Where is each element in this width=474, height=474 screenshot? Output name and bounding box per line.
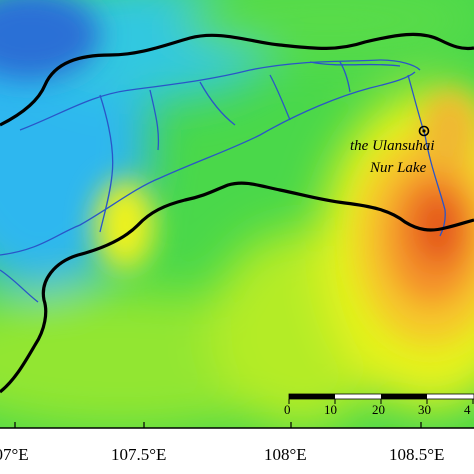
lake-label-line2: Nur Lake [369,160,427,176]
district-boundary-south [0,181,474,394]
scale-label-30: 30 [418,402,431,417]
river-branch-3 [199,81,236,126]
x-tick-108: 108°E [264,445,307,464]
lake-label-line1: the Ulansuhai [350,138,435,154]
scale-label-40: 4 [464,402,471,417]
river-branch-2 [149,89,160,151]
x-axis: 107°E 107.5°E 108°E 108.5°E [0,422,474,464]
lake-marker [418,125,430,137]
river-north-branch [19,59,421,131]
x-tick-107-5: 107.5°E [111,445,166,464]
interpolated-surface [0,0,474,428]
river-main [0,71,416,256]
river-branch-1 [99,94,114,233]
river-network [0,59,446,303]
river-east-channel [309,61,401,67]
scale-label-10: 10 [324,402,337,417]
x-tick-107: 107°E [0,445,29,464]
river-west [0,269,39,303]
scale-label-0: 0 [284,402,291,417]
scale-label-20: 20 [372,402,385,417]
scale-bar: 0 10 20 30 4 [284,393,474,417]
river-branch-4 [269,74,291,121]
x-tick-108-5: 108.5°E [389,445,444,464]
district-boundary [0,32,474,127]
river-to-lake [407,74,446,237]
